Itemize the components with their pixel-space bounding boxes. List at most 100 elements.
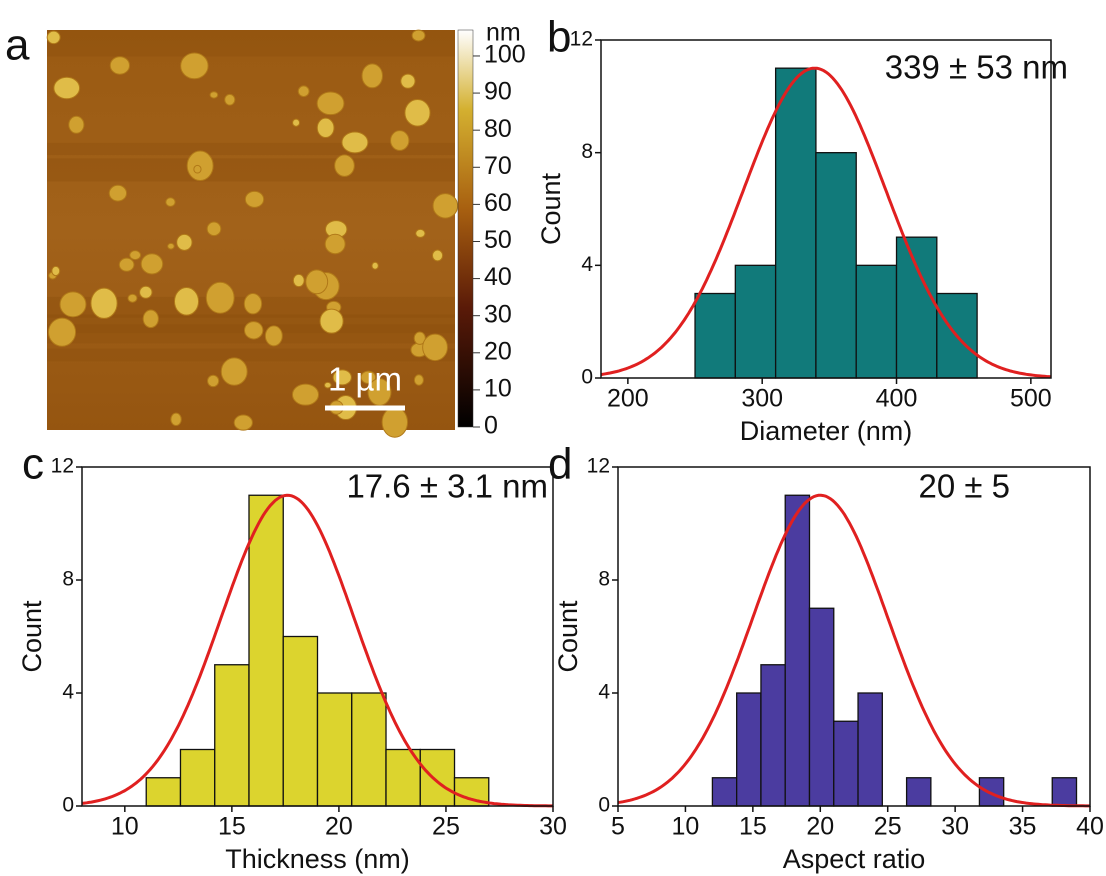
y-axis-label: Count (536, 172, 566, 245)
x-tick-label: 30 (539, 813, 567, 841)
bar (1051, 777, 1078, 807)
afm-particle (415, 228, 426, 238)
afm-particle (404, 98, 431, 127)
afm-particle (129, 250, 142, 261)
afm-features (46, 29, 459, 438)
x-tick-label: 10 (111, 813, 139, 841)
afm-particle (360, 370, 377, 384)
afm-particle (193, 164, 202, 174)
colorbar-tick-label: 20 (484, 337, 512, 365)
plot-frame (617, 466, 1091, 807)
y-tick-label: 0 (581, 366, 593, 389)
afm-particle (332, 369, 352, 386)
x-tick-label: 35 (1009, 813, 1037, 841)
afm-particle (243, 293, 263, 315)
afm-particle (292, 118, 301, 127)
afm-particle (316, 91, 345, 116)
afm-particle (90, 287, 118, 319)
y-tick-label: 8 (581, 140, 593, 163)
afm-particle (186, 150, 214, 182)
colorbar-tick-label: 50 (484, 226, 512, 254)
afm-particle (361, 63, 384, 89)
afm-particle (170, 412, 182, 427)
afm-particle (422, 333, 448, 362)
bar (760, 664, 786, 807)
afm-particle (291, 383, 320, 406)
x-tick-label: 25 (874, 813, 902, 841)
bar (734, 264, 777, 379)
y-tick-label: 4 (581, 253, 593, 276)
afm-stripe (47, 158, 455, 182)
afm-particle (371, 261, 379, 270)
panel-label: c (22, 440, 44, 489)
afm-particle (140, 253, 164, 275)
y-tick-label: 12 (51, 455, 74, 478)
afm-particle (334, 154, 355, 177)
colorbar-tick-label: 60 (484, 189, 512, 217)
y-tick-label: 8 (598, 568, 610, 591)
afm-particle (305, 269, 329, 295)
x-tick-label: 15 (218, 813, 246, 841)
afm-particle (319, 308, 344, 334)
afm-particle (244, 321, 264, 340)
bar (214, 664, 250, 807)
afm-particle (127, 293, 138, 303)
afm-stripe (47, 348, 455, 362)
afm-particle (324, 381, 332, 389)
afm-particle (180, 52, 209, 80)
afm-particle (209, 91, 219, 99)
afm-particle (59, 291, 87, 318)
afm-particle (139, 285, 153, 299)
afm-particle (167, 242, 175, 250)
afm-particle (264, 325, 283, 347)
afm-particle (324, 233, 346, 255)
x-tick-label: 10 (672, 813, 700, 841)
fit-annotation: 17.6 ± 3.1 nm (346, 468, 548, 505)
bar (815, 152, 857, 379)
x-tick-label: 200 (607, 385, 649, 413)
afm-particle (292, 273, 305, 288)
bar (316, 692, 353, 807)
fit-curve (81, 493, 553, 808)
panel-label: b (547, 13, 571, 62)
afm-particle (413, 331, 426, 345)
afm-particle (413, 374, 424, 386)
colorbar-tick-label: 70 (484, 152, 512, 180)
afm-image (47, 30, 455, 430)
afm-particle (207, 374, 220, 388)
x-axis-label: Thickness (nm) (225, 844, 410, 874)
afm-particle (297, 85, 310, 98)
afm-particle (400, 73, 416, 89)
y-axis-label: Count (553, 600, 583, 673)
x-tick-label: 5 (611, 813, 625, 841)
fit-annotation: 339 ± 53 nm (885, 49, 1068, 86)
afm-particle (411, 29, 426, 42)
afm-particle (316, 117, 335, 139)
fit-curve (617, 493, 1090, 808)
bar (711, 777, 738, 807)
bar (774, 67, 817, 379)
x-tick-label: 40 (1076, 813, 1104, 841)
bar (282, 635, 319, 807)
y-tick-label: 12 (570, 28, 593, 51)
x-tick-label: 20 (325, 813, 353, 841)
colorbar-tick-label: 30 (484, 300, 512, 328)
fit-curve (600, 66, 1052, 379)
y-tick-label: 4 (598, 681, 610, 704)
afm-particle (233, 414, 253, 431)
afm-particle (176, 233, 193, 251)
afm-particle (367, 378, 392, 406)
x-tick-label: 300 (741, 385, 783, 413)
x-tick-label: 15 (739, 813, 767, 841)
afm-particle (47, 317, 77, 347)
afm-particle (432, 193, 459, 219)
afm-particle (220, 357, 248, 386)
afm-particle (206, 221, 222, 237)
afm-stripe (47, 30, 455, 57)
x-tick-label: 30 (941, 813, 969, 841)
bar (808, 607, 835, 807)
colorbar-tick-label: 40 (484, 263, 512, 291)
afm-particle (165, 197, 176, 207)
bar (145, 777, 182, 807)
